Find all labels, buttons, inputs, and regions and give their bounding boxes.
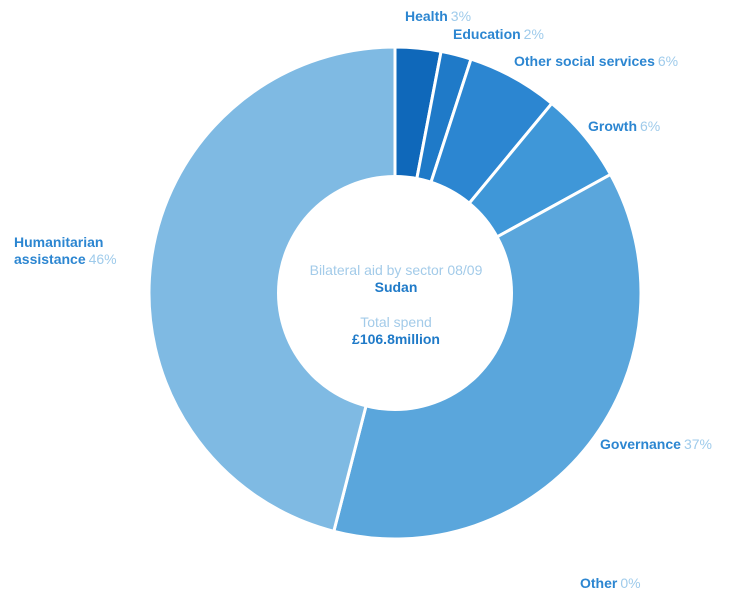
label-other-social-services-value: 6%: [657, 53, 679, 69]
label-humanitarian-assistance: Humanitarian assistance 46%: [14, 234, 117, 268]
label-education-value: 2%: [523, 26, 544, 42]
donut-hole: [277, 175, 513, 411]
label-governance-name: Governance: [600, 436, 681, 452]
total-spend-value: £106.8million: [352, 331, 440, 347]
chart-title: Bilateral aid by sector 08/09: [309, 262, 483, 278]
label-growth-name: Growth: [588, 118, 637, 134]
label-health: Health 3%: [405, 8, 471, 25]
label-other-value: 0%: [620, 575, 641, 591]
label-other-social-services-name: Other social services: [514, 53, 655, 69]
label-governance: Governance 37%: [600, 436, 712, 453]
label-health-name: Health: [405, 8, 448, 24]
label-education: Education 2%: [453, 26, 544, 43]
label-growth: Growth 6%: [588, 118, 660, 135]
label-growth-value: 6%: [640, 118, 661, 134]
label-health-value: 3%: [450, 8, 472, 24]
label-other: Other 0%: [580, 575, 641, 592]
label-governance-value: 37%: [683, 436, 712, 452]
label-humanitarian-assistance-value: 46%: [88, 251, 117, 267]
chart-subtitle: Sudan: [374, 279, 418, 295]
label-other-social-services: Other social services 6%: [514, 53, 678, 70]
label-other-name: Other: [580, 575, 618, 591]
label-humanitarian-assistance-name: Humanitarian assistance: [14, 234, 104, 267]
total-spend-label: Total spend: [360, 314, 432, 330]
center-caption: Bilateral aid by sector 08/09 Sudan Tota…: [262, 262, 530, 348]
label-education-name: Education: [453, 26, 521, 42]
slice-humanitarian-assistance: [147, 45, 397, 534]
